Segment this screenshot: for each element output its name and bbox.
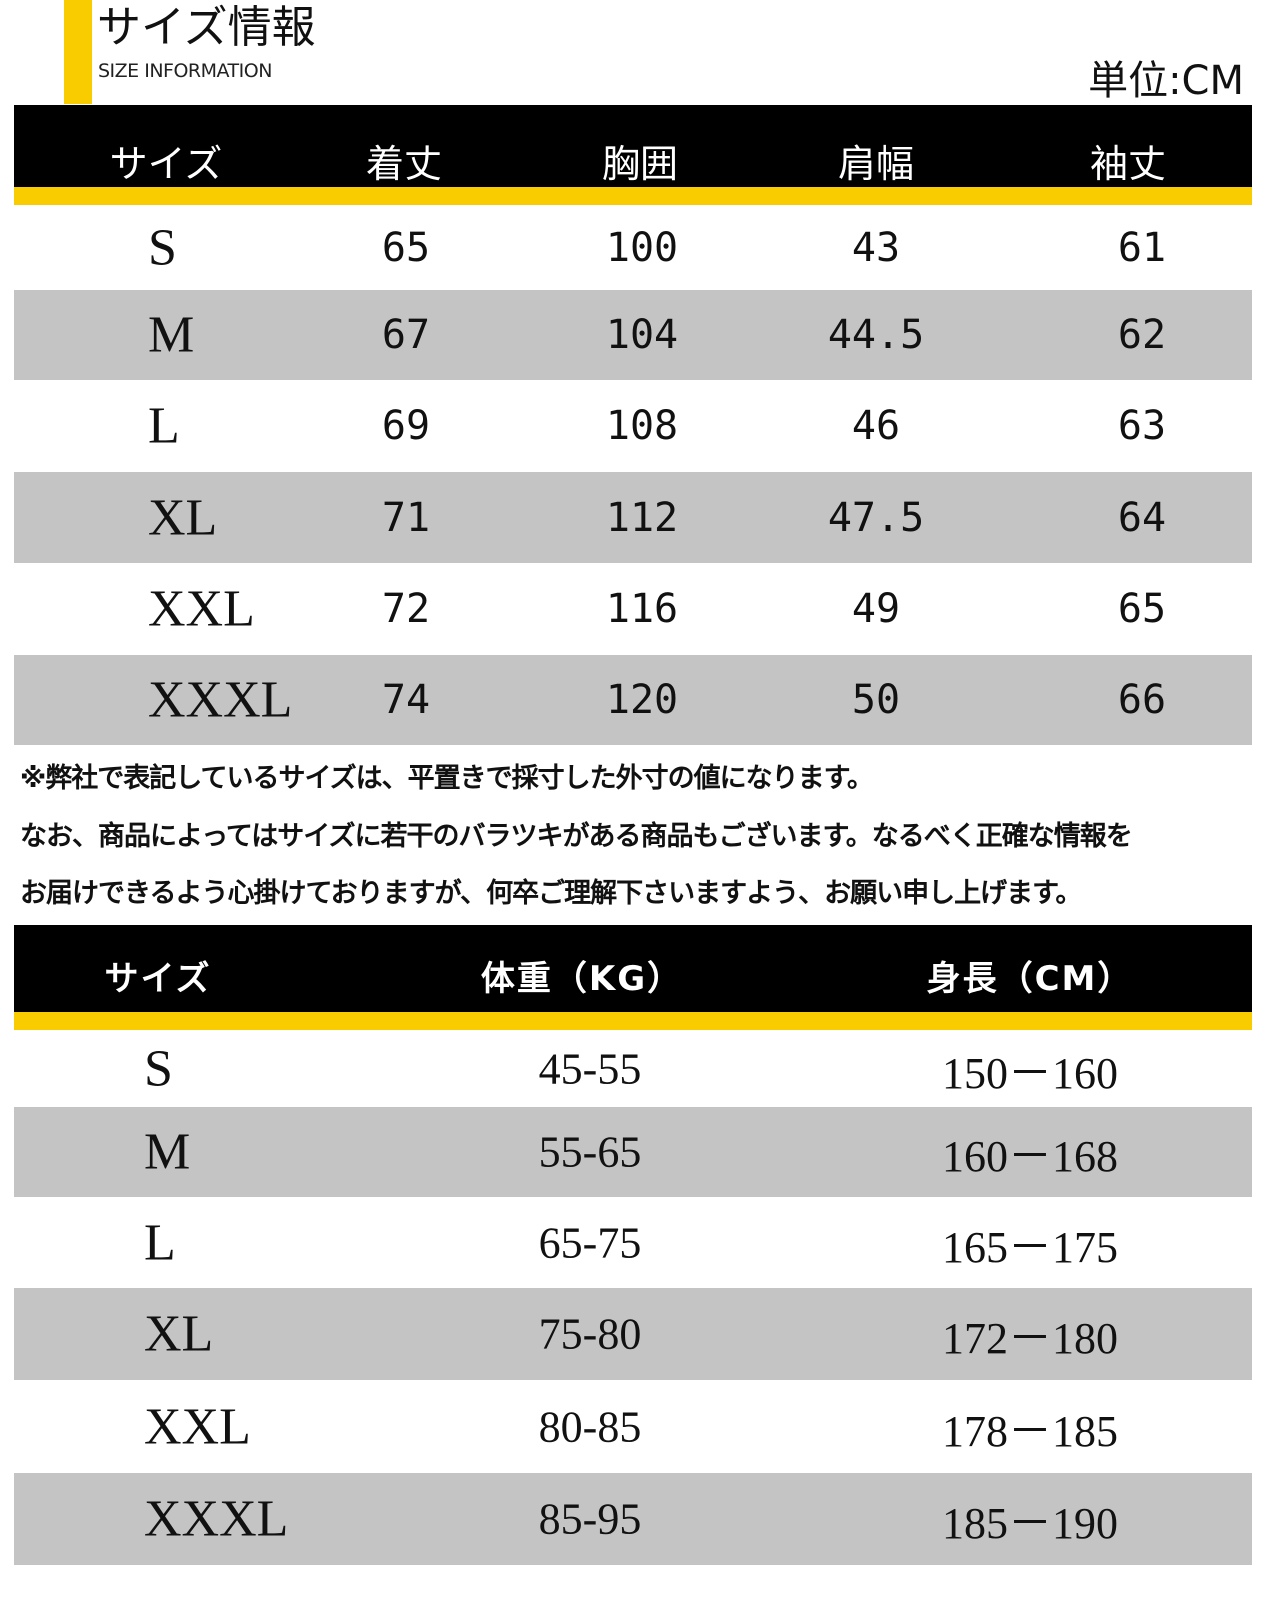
range-value: 80-85 [538, 1402, 642, 1451]
range-value: 85-95 [538, 1494, 642, 1544]
note-line: なお、商品によってはサイズに若干のバラツキがある商品もございます。なるべく正確な… [20, 821, 1133, 852]
range-value: 75-80 [538, 1309, 642, 1359]
measurement-value: 64 [1117, 494, 1167, 541]
measurement-value: 65 [381, 224, 431, 271]
measurement-value: 71 [381, 494, 431, 541]
range-value: 150－160 [942, 1048, 1118, 1098]
measurement-value: 116 [605, 586, 679, 632]
table-row: L 69 108 46 63 [14, 380, 1252, 472]
table-header: サイズ 体重（KG） 身長（CM） [14, 925, 1252, 1012]
size-label: L [144, 1214, 176, 1271]
column-header: 着丈 [365, 142, 443, 186]
measurement-value: 72 [381, 586, 431, 632]
measurement-value: 120 [605, 677, 679, 723]
measurement-value: 104 [605, 312, 679, 358]
measurement-value: 66 [1117, 677, 1167, 723]
measurement-value: 47.5 [827, 494, 925, 541]
unit-label: 単位:CM [1088, 58, 1244, 104]
header-stripe [14, 187, 1252, 205]
measurement-value: 69 [381, 403, 431, 449]
measurement-value: 49 [851, 586, 901, 632]
range-value: 65-75 [538, 1218, 642, 1267]
column-header: 身長（CM） [926, 959, 1134, 999]
table-row: L 65-75 165－175 [14, 1197, 1252, 1288]
measurement-value: 100 [605, 224, 679, 271]
measurement-value: 61 [1117, 224, 1167, 271]
size-label: S [148, 219, 177, 276]
size-label: XXXL [148, 671, 293, 729]
measurement-value: 65 [1117, 586, 1167, 632]
measurement-value: 74 [381, 677, 431, 723]
size-label: XL [144, 1305, 214, 1363]
measurement-value: 44.5 [827, 312, 925, 358]
table-row: S 65 100 43 61 [14, 205, 1252, 290]
size-label: XXL [144, 1398, 251, 1455]
accent-bar [64, 0, 92, 104]
measurement-value: 112 [605, 494, 679, 541]
page-title: サイズ情報 [97, 2, 316, 53]
size-label: S [144, 1040, 173, 1097]
size-label: XXXL [144, 1490, 289, 1548]
table-header: サイズ 着丈 胸囲 肩幅 袖丈 [14, 105, 1252, 187]
size-label: XL [148, 489, 218, 546]
table-row: XXXL 74 120 50 66 [14, 655, 1252, 745]
column-header: 肩幅 [837, 142, 915, 186]
note-line: お届けできるよう心掛けておりますが、何卒ご理解下さいますよう、お願い申し上げます… [20, 878, 1082, 909]
table-row: M 55-65 160－168 [14, 1107, 1252, 1197]
table-row: XL 75-80 172－180 [14, 1288, 1252, 1380]
column-header: 胸囲 [601, 142, 679, 186]
size-label: M [144, 1123, 191, 1181]
range-value: 55-65 [538, 1127, 642, 1177]
size-label: XXL [148, 580, 255, 638]
table-row: M 67 104 44.5 62 [14, 290, 1252, 380]
measurement-value: 108 [605, 403, 679, 449]
measurement-value: 62 [1117, 312, 1167, 358]
page-subtitle: SIZE INFORMATION [98, 60, 272, 82]
table-row: XXL 80-85 178－185 [14, 1380, 1252, 1473]
table-row: XL 71 112 47.5 64 [14, 472, 1252, 563]
header-stripe [14, 1012, 1252, 1030]
table-row: S 45-55 150－160 [14, 1030, 1252, 1107]
range-value: 165－175 [942, 1222, 1118, 1272]
table-row: XXXL 85-95 185－190 [14, 1473, 1252, 1565]
measurement-value: 63 [1117, 403, 1167, 449]
range-value: 45-55 [538, 1044, 642, 1093]
size-label: L [148, 397, 180, 455]
measurement-value: 46 [851, 403, 901, 449]
size-label: M [148, 306, 195, 364]
range-value: 185－190 [942, 1499, 1118, 1548]
range-value: 160－168 [942, 1132, 1118, 1181]
range-value: 178－185 [942, 1406, 1118, 1456]
range-value: 172－180 [942, 1314, 1118, 1363]
note-line: ※弊社で表記しているサイズは、平置きで採寸した外寸の値になります。 [20, 763, 874, 794]
column-header: サイズ [104, 959, 212, 999]
column-header: 体重（KG） [480, 959, 684, 999]
table-row: XXL 72 116 49 65 [14, 563, 1252, 655]
column-header: サイズ [109, 142, 223, 186]
column-header: 袖丈 [1089, 142, 1167, 186]
measurement-value: 50 [851, 677, 901, 723]
measurement-value: 67 [381, 312, 431, 358]
measurement-value: 43 [851, 224, 901, 271]
